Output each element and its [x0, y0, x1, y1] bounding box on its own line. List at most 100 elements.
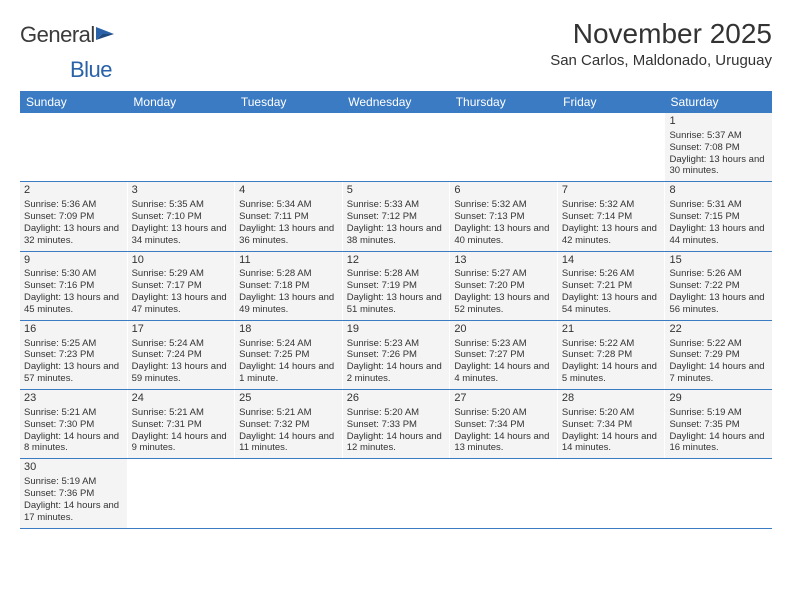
day-number: 27: [454, 392, 553, 406]
weekday-label: Friday: [557, 91, 664, 113]
calendar: SundayMondayTuesdayWednesdayThursdayFrid…: [20, 91, 772, 529]
daylight-line: Daylight: 13 hours and 47 minutes.: [132, 292, 231, 316]
day-cell: 20Sunrise: 5:23 AMSunset: 7:27 PMDayligh…: [450, 321, 558, 389]
week-row: 16Sunrise: 5:25 AMSunset: 7:23 PMDayligh…: [20, 321, 772, 390]
daylight-line: Daylight: 14 hours and 8 minutes.: [24, 431, 123, 455]
week-row: 30Sunrise: 5:19 AMSunset: 7:36 PMDayligh…: [20, 459, 772, 528]
day-number: 23: [24, 392, 123, 406]
sunset-line: Sunset: 7:14 PM: [562, 211, 661, 223]
sunset-line: Sunset: 7:15 PM: [669, 211, 768, 223]
day-number: 14: [562, 254, 661, 268]
sunset-line: Sunset: 7:29 PM: [669, 349, 768, 361]
day-cell: [343, 113, 451, 181]
sunset-line: Sunset: 7:31 PM: [132, 419, 231, 431]
daylight-line: Daylight: 13 hours and 30 minutes.: [669, 154, 768, 178]
sunrise-line: Sunrise: 5:19 AM: [24, 476, 123, 488]
day-number: 26: [347, 392, 446, 406]
sunset-line: Sunset: 7:27 PM: [454, 349, 553, 361]
sunset-line: Sunset: 7:25 PM: [239, 349, 338, 361]
sunrise-line: Sunrise: 5:31 AM: [669, 199, 768, 211]
day-cell: [558, 113, 666, 181]
sunset-line: Sunset: 7:21 PM: [562, 280, 661, 292]
sunrise-line: Sunrise: 5:21 AM: [132, 407, 231, 419]
day-cell: 27Sunrise: 5:20 AMSunset: 7:34 PMDayligh…: [450, 390, 558, 458]
sunrise-line: Sunrise: 5:23 AM: [454, 338, 553, 350]
day-cell: [235, 113, 343, 181]
sunset-line: Sunset: 7:33 PM: [347, 419, 446, 431]
day-number: 10: [132, 254, 231, 268]
sunrise-line: Sunrise: 5:32 AM: [562, 199, 661, 211]
daylight-line: Daylight: 14 hours and 16 minutes.: [669, 431, 768, 455]
daylight-line: Daylight: 13 hours and 57 minutes.: [24, 361, 123, 385]
day-number: 30: [24, 461, 123, 475]
day-number: 28: [562, 392, 661, 406]
day-cell: 2Sunrise: 5:36 AMSunset: 7:09 PMDaylight…: [20, 182, 128, 250]
daylight-line: Daylight: 14 hours and 4 minutes.: [454, 361, 553, 385]
sunrise-line: Sunrise: 5:25 AM: [24, 338, 123, 350]
daylight-line: Daylight: 13 hours and 52 minutes.: [454, 292, 553, 316]
day-number: 3: [132, 184, 231, 198]
daylight-line: Daylight: 14 hours and 11 minutes.: [239, 431, 338, 455]
day-cell: 24Sunrise: 5:21 AMSunset: 7:31 PMDayligh…: [128, 390, 236, 458]
day-number: 4: [239, 184, 338, 198]
day-cell: [235, 459, 343, 527]
day-cell: 22Sunrise: 5:22 AMSunset: 7:29 PMDayligh…: [665, 321, 772, 389]
day-cell: [128, 113, 236, 181]
day-cell: 14Sunrise: 5:26 AMSunset: 7:21 PMDayligh…: [558, 252, 666, 320]
day-cell: 8Sunrise: 5:31 AMSunset: 7:15 PMDaylight…: [665, 182, 772, 250]
day-number: 19: [347, 323, 446, 337]
sunset-line: Sunset: 7:17 PM: [132, 280, 231, 292]
week-row: 2Sunrise: 5:36 AMSunset: 7:09 PMDaylight…: [20, 182, 772, 251]
weekday-label: Sunday: [20, 91, 127, 113]
month-title: November 2025: [550, 18, 772, 50]
weekday-header-row: SundayMondayTuesdayWednesdayThursdayFrid…: [20, 91, 772, 113]
day-cell: 23Sunrise: 5:21 AMSunset: 7:30 PMDayligh…: [20, 390, 128, 458]
sunset-line: Sunset: 7:36 PM: [24, 488, 123, 500]
sunrise-line: Sunrise: 5:21 AM: [24, 407, 123, 419]
day-number: 6: [454, 184, 553, 198]
daylight-line: Daylight: 13 hours and 38 minutes.: [347, 223, 446, 247]
day-cell: 19Sunrise: 5:23 AMSunset: 7:26 PMDayligh…: [343, 321, 451, 389]
day-cell: 29Sunrise: 5:19 AMSunset: 7:35 PMDayligh…: [665, 390, 772, 458]
day-number: 13: [454, 254, 553, 268]
day-cell: 26Sunrise: 5:20 AMSunset: 7:33 PMDayligh…: [343, 390, 451, 458]
daylight-line: Daylight: 14 hours and 1 minute.: [239, 361, 338, 385]
sunrise-line: Sunrise: 5:30 AM: [24, 268, 123, 280]
sunset-line: Sunset: 7:11 PM: [239, 211, 338, 223]
sunrise-line: Sunrise: 5:26 AM: [562, 268, 661, 280]
day-number: 9: [24, 254, 123, 268]
sunset-line: Sunset: 7:09 PM: [24, 211, 123, 223]
daylight-line: Daylight: 13 hours and 34 minutes.: [132, 223, 231, 247]
daylight-line: Daylight: 13 hours and 32 minutes.: [24, 223, 123, 247]
day-number: 17: [132, 323, 231, 337]
day-number: 25: [239, 392, 338, 406]
daylight-line: Daylight: 14 hours and 17 minutes.: [24, 500, 123, 524]
daylight-line: Daylight: 14 hours and 2 minutes.: [347, 361, 446, 385]
day-number: 15: [669, 254, 768, 268]
day-number: 8: [669, 184, 768, 198]
day-number: 5: [347, 184, 446, 198]
weekday-label: Tuesday: [235, 91, 342, 113]
sunset-line: Sunset: 7:24 PM: [132, 349, 231, 361]
day-cell: 16Sunrise: 5:25 AMSunset: 7:23 PMDayligh…: [20, 321, 128, 389]
day-cell: 17Sunrise: 5:24 AMSunset: 7:24 PMDayligh…: [128, 321, 236, 389]
day-number: 16: [24, 323, 123, 337]
title-block: November 2025 San Carlos, Maldonado, Uru…: [550, 18, 772, 69]
sunrise-line: Sunrise: 5:28 AM: [239, 268, 338, 280]
day-number: 12: [347, 254, 446, 268]
weekday-label: Saturday: [665, 91, 772, 113]
weekday-label: Thursday: [450, 91, 557, 113]
daylight-line: Daylight: 13 hours and 56 minutes.: [669, 292, 768, 316]
day-cell: 30Sunrise: 5:19 AMSunset: 7:36 PMDayligh…: [20, 459, 128, 527]
day-cell: [558, 459, 666, 527]
daylight-line: Daylight: 13 hours and 42 minutes.: [562, 223, 661, 247]
day-number: 21: [562, 323, 661, 337]
sunrise-line: Sunrise: 5:24 AM: [132, 338, 231, 350]
sunset-line: Sunset: 7:12 PM: [347, 211, 446, 223]
sunrise-line: Sunrise: 5:33 AM: [347, 199, 446, 211]
sunset-line: Sunset: 7:18 PM: [239, 280, 338, 292]
sunrise-line: Sunrise: 5:36 AM: [24, 199, 123, 211]
sunrise-line: Sunrise: 5:28 AM: [347, 268, 446, 280]
weekday-label: Wednesday: [342, 91, 449, 113]
week-row: 9Sunrise: 5:30 AMSunset: 7:16 PMDaylight…: [20, 252, 772, 321]
